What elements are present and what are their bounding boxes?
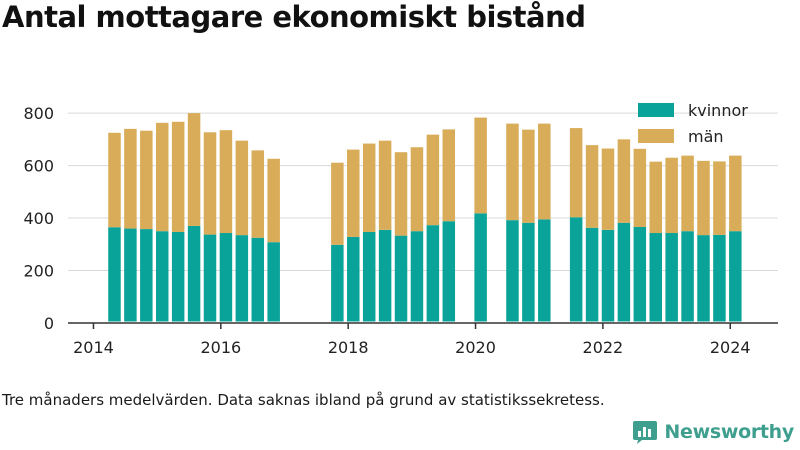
bar-kvinnor xyxy=(697,235,710,322)
bar-män xyxy=(187,113,201,226)
bar-kvinnor xyxy=(362,231,376,322)
brand[interactable]: Newsworthy xyxy=(632,419,794,445)
bar-män xyxy=(538,123,551,220)
bar-kvinnor xyxy=(713,234,726,322)
bar-kvinnor xyxy=(171,231,185,322)
bar-män xyxy=(347,149,360,237)
bar-kvinnor xyxy=(729,231,742,322)
brand-name: Newsworthy xyxy=(664,421,794,443)
bar-män xyxy=(394,152,408,236)
bar-kvinnor xyxy=(442,221,456,322)
legend-label-kvinnor: kvinnor xyxy=(688,101,748,120)
legend-label-män: män xyxy=(688,127,724,146)
y-tick-label: 800 xyxy=(23,104,54,123)
x-axis-ticks: 2014 2016 2018 2020 2022 2024 xyxy=(73,323,751,357)
bar-män xyxy=(633,148,647,227)
bar-kvinnor xyxy=(569,217,583,322)
bar-män xyxy=(251,150,265,238)
legend: kvinnor män xyxy=(638,101,748,146)
bars xyxy=(108,113,742,322)
bar-män xyxy=(569,128,583,218)
bar-män xyxy=(522,129,535,223)
bar-kvinnor xyxy=(585,227,599,322)
y-tick-label: 200 xyxy=(23,262,54,281)
bar-män xyxy=(267,158,280,243)
y-tick-label: 400 xyxy=(23,209,54,228)
newsworthy-logo-icon xyxy=(633,421,658,444)
bar-män xyxy=(362,143,376,232)
bar-män xyxy=(108,132,121,228)
bar-män xyxy=(171,121,185,232)
bar-män xyxy=(697,160,710,236)
bar-kvinnor xyxy=(124,228,137,322)
bar-män xyxy=(729,155,742,232)
legend-swatch-kvinnor xyxy=(638,103,674,117)
bar-män xyxy=(203,132,217,235)
bar-män xyxy=(140,130,153,230)
bar-män xyxy=(426,134,440,226)
bar-män xyxy=(649,161,662,234)
bar-kvinnor xyxy=(426,225,440,322)
bar-män xyxy=(474,117,487,214)
bar-män xyxy=(585,145,599,228)
bar-kvinnor xyxy=(522,222,535,322)
bar-kvinnor xyxy=(681,231,694,322)
x-tick-label: 2024 xyxy=(710,338,751,357)
bar-kvinnor xyxy=(219,233,233,322)
bar-kvinnor xyxy=(378,229,392,322)
bar-kvinnor xyxy=(665,233,678,322)
bar-kvinnor xyxy=(251,237,265,322)
bar-män xyxy=(506,123,519,221)
bar-män xyxy=(219,130,233,234)
bar-män xyxy=(442,129,456,222)
bar-kvinnor xyxy=(187,225,201,322)
bar-kvinnor xyxy=(649,233,662,322)
bar-kvinnor xyxy=(267,242,280,322)
y-tick-label: 600 xyxy=(23,157,54,176)
bar-män xyxy=(681,155,694,232)
bar-kvinnor xyxy=(633,226,647,322)
bar-kvinnor xyxy=(347,236,360,322)
x-tick-label: 2018 xyxy=(328,338,369,357)
x-tick-label: 2016 xyxy=(200,338,241,357)
bar-kvinnor xyxy=(617,222,631,322)
bar-kvinnor xyxy=(155,231,169,322)
bar-män xyxy=(617,139,631,223)
bar-kvinnor xyxy=(203,234,217,322)
bar-män xyxy=(713,161,726,235)
bar-kvinnor xyxy=(474,213,487,322)
bar-män xyxy=(331,162,344,245)
bar-män xyxy=(410,147,424,232)
bar-män xyxy=(665,157,678,234)
bar-kvinnor xyxy=(506,220,519,322)
caption: Tre månaders medelvärden. Data saknas ib… xyxy=(2,391,605,409)
bar-kvinnor xyxy=(601,229,615,322)
bar-kvinnor xyxy=(140,229,153,322)
stacked-bar-chart: 0 200 400 600 800 2014 2016 2018 2020 2022 2024 k… xyxy=(23,101,778,357)
bar-män xyxy=(124,128,137,229)
bar-kvinnor xyxy=(331,244,344,322)
bar-kvinnor xyxy=(108,227,121,322)
x-tick-label: 2014 xyxy=(73,338,114,357)
chart-title: Antal mottagare ekonomiskt bistånd xyxy=(2,0,586,34)
y-axis-ticks: 0 200 400 600 800 xyxy=(23,104,54,333)
bar-kvinnor xyxy=(538,219,551,322)
legend-swatch-män xyxy=(638,129,674,143)
bar-män xyxy=(235,140,249,236)
bar-män xyxy=(155,122,169,232)
y-tick-label: 0 xyxy=(44,314,54,333)
x-tick-label: 2020 xyxy=(455,338,496,357)
bar-kvinnor xyxy=(235,235,249,322)
bar-män xyxy=(378,140,392,230)
bar-män xyxy=(601,148,615,230)
x-tick-label: 2022 xyxy=(583,338,624,357)
bar-kvinnor xyxy=(410,231,424,322)
bar-kvinnor xyxy=(394,235,408,322)
